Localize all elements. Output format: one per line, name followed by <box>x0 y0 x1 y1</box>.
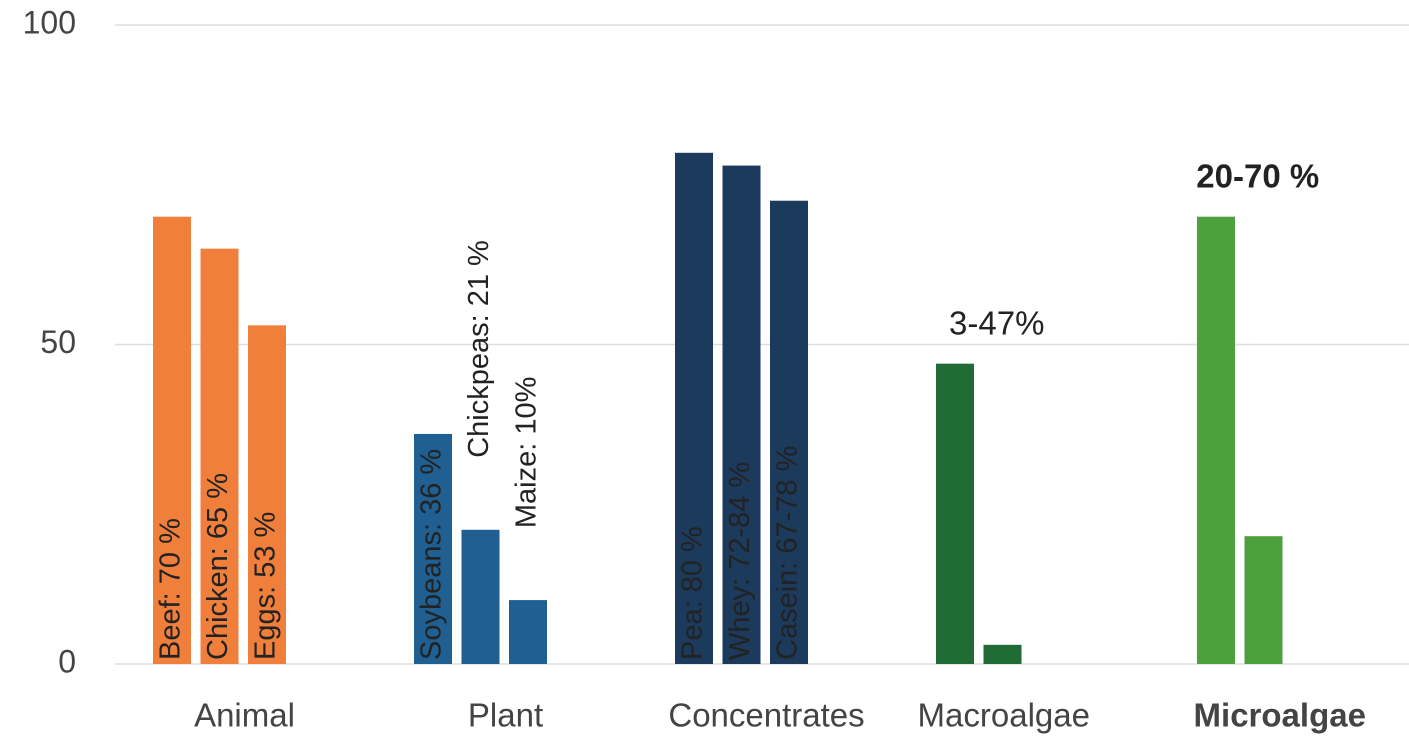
x-tick-label: Microalgae <box>1194 697 1366 734</box>
bar <box>936 364 974 664</box>
bar-label: Chickpeas: 21 % <box>463 240 495 458</box>
bar <box>509 600 547 664</box>
chart: 0 50 100 Beef: 70 % Chicken: 65 % Eggs: 53 % A… <box>0 0 1409 736</box>
x-tick-label: Concentrates <box>668 697 864 734</box>
group-annotation: 20-70 % <box>1196 157 1319 194</box>
group-annotation: 3-47% <box>949 304 1044 341</box>
bar <box>462 530 500 664</box>
bar-label: Pea: 80 % <box>677 526 709 660</box>
x-tick-label: Macroalgae <box>918 697 1090 734</box>
y-tick-label: 0 <box>58 643 76 679</box>
y-tick-label: 50 <box>40 324 76 360</box>
bar-label: Whey: 72-84 % <box>724 462 756 660</box>
y-tick-label: 100 <box>23 4 76 40</box>
bar-label: Chicken: 65 % <box>202 473 234 660</box>
bar-label: Casein: 67-78 % <box>772 446 804 660</box>
bar <box>1245 536 1283 664</box>
bar <box>984 645 1022 664</box>
bar <box>1197 217 1235 664</box>
bar-label: Soybeans: 36 % <box>416 449 448 660</box>
x-tick-label: Animal <box>194 697 295 734</box>
bar-label: Maize: 10% <box>511 377 543 529</box>
x-tick-label: Plant <box>468 697 543 734</box>
bar-label: Beef: 70 % <box>155 518 187 660</box>
bar-label: Eggs: 53 % <box>250 512 282 660</box>
